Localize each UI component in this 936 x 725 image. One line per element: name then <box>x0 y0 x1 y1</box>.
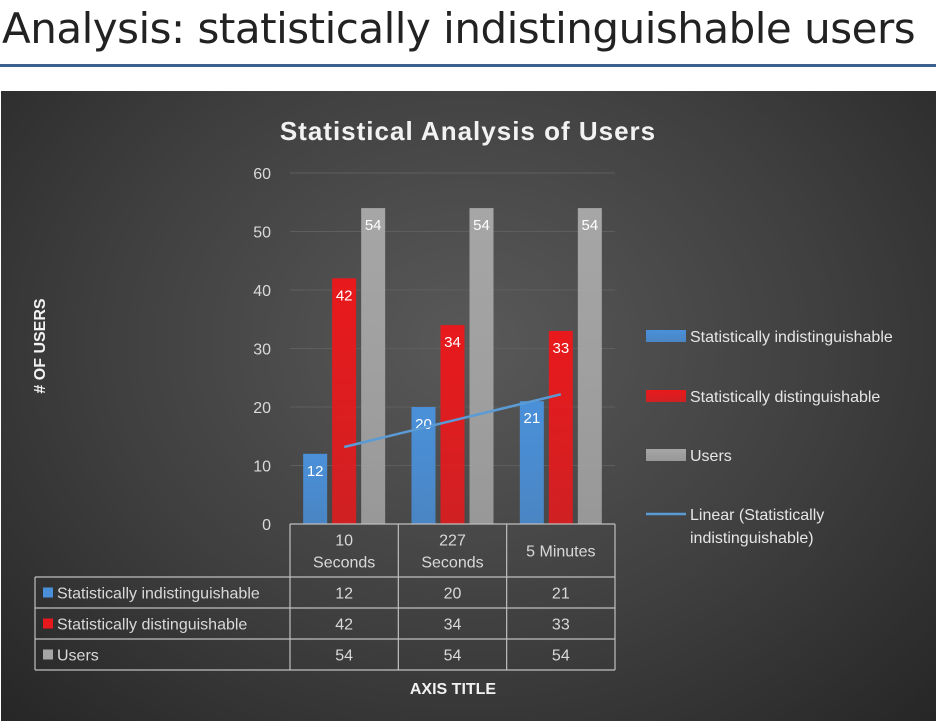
x-category-label: 10 <box>335 533 353 550</box>
x-axis-title: AXIS TITLE <box>410 681 497 698</box>
table-cell: 20 <box>444 586 462 603</box>
bar <box>303 453 328 524</box>
legend-label: Statistically indistinguishable <box>690 329 893 346</box>
bar <box>519 401 544 524</box>
table-row-label: Statistically distinguishable <box>57 617 247 634</box>
bar-value-label: 12 <box>307 463 324 480</box>
y-tick-label: 0 <box>262 517 271 534</box>
legend-label: Statistically distinguishable <box>690 389 880 406</box>
legend-swatch <box>646 390 686 402</box>
title-underline <box>0 64 936 67</box>
table-cell: 33 <box>552 617 570 634</box>
y-tick-label: 30 <box>253 342 271 359</box>
y-tick-label: 40 <box>253 283 271 300</box>
data-table: 10 Seconds 227 Seconds 5 Minutes Statisticall… <box>34 523 616 671</box>
table-legend-key <box>43 649 53 660</box>
legend-label: indistinguishable) <box>690 530 814 547</box>
legend-swatch <box>646 330 686 342</box>
table-cell: 54 <box>444 648 462 665</box>
x-category-label: 5 Minutes <box>526 544 595 561</box>
table-row-label: Statistically indistinguishable <box>57 586 260 603</box>
bars: 12 42 54 20 34 54 21 33 54 <box>303 208 602 524</box>
table-cell: 42 <box>335 617 353 634</box>
chart-area: Statistical Analysis of Users # OF USERS… <box>1 91 936 721</box>
y-tick-label: 10 <box>253 459 271 476</box>
table-legend-key <box>43 618 53 629</box>
table-cell: 21 <box>552 586 570 603</box>
y-tick-label: 60 <box>253 166 271 183</box>
bar-value-label: 21 <box>523 410 540 427</box>
bar-value-label: 54 <box>473 217 490 234</box>
y-tick-label: 50 <box>253 225 271 242</box>
legend-label: Users <box>690 448 732 465</box>
bar-value-label: 33 <box>552 340 569 357</box>
bar-value-label: 54 <box>581 217 598 234</box>
legend-label: Linear (Statistically <box>690 507 824 524</box>
y-tick-label: 20 <box>253 400 271 417</box>
bar-value-label: 20 <box>415 416 432 433</box>
bar-value-label: 54 <box>365 217 382 234</box>
x-category-label: Seconds <box>313 555 375 572</box>
chart-title: Statistical Analysis of Users <box>280 116 656 146</box>
y-axis-title: # OF USERS <box>32 298 49 393</box>
chart-svg: Statistical Analysis of Users # OF USERS… <box>32 116 893 698</box>
slide-title: Analysis: statistically indistinguishabl… <box>2 4 916 53</box>
trendline <box>343 393 562 449</box>
table-cell: 54 <box>552 648 570 665</box>
legend-swatch <box>646 449 686 461</box>
table-cell: 12 <box>335 586 353 603</box>
x-category-label: 227 <box>439 533 466 550</box>
bar <box>332 278 357 524</box>
bar <box>548 330 573 524</box>
bar <box>577 208 602 524</box>
table-legend-key <box>43 587 53 598</box>
bar <box>361 208 386 524</box>
table-cell: 34 <box>444 617 462 634</box>
bar <box>469 208 494 524</box>
bar-value-label: 34 <box>444 334 461 351</box>
gridlines: 0 10 20 30 40 50 60 <box>253 166 615 534</box>
legend: Statistically indistinguishable Statistic… <box>646 329 893 547</box>
bar <box>440 325 465 524</box>
x-category-label: Seconds <box>421 555 483 572</box>
bar-value-label: 42 <box>336 287 353 304</box>
table-cell: 54 <box>335 648 353 665</box>
table-row-label: Users <box>57 648 99 665</box>
